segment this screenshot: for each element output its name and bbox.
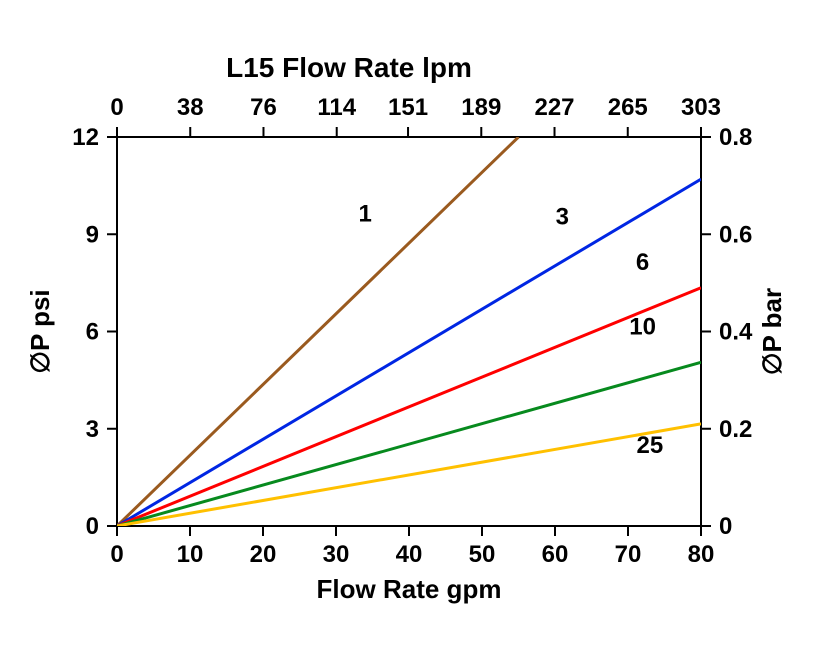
series-line-6 — [117, 288, 701, 526]
y-left-tick-label: 9 — [86, 221, 99, 248]
x-bottom-axis-title: Flow Rate gpm — [317, 574, 502, 604]
y-right-tick-label: 0 — [719, 513, 732, 540]
y-right-tick-label: 0.8 — [719, 124, 752, 151]
x-top-tick-label: 0 — [110, 94, 123, 121]
x-bottom-tick-label: 20 — [250, 541, 277, 568]
x-bottom-tick-label: 60 — [542, 541, 569, 568]
x-top-tick-label: 189 — [461, 94, 501, 121]
series-line-10 — [117, 362, 701, 526]
y-left-tick-label: 12 — [72, 124, 99, 151]
x-top-tick-label: 114 — [317, 94, 356, 121]
y-right-axis-title: ∅P bar — [757, 288, 787, 375]
pressure-drop-chart: 01020304050607080Flow Rate gpm0387611415… — [0, 0, 816, 652]
series-label-10: 10 — [629, 314, 656, 341]
x-top-tick-label: 151 — [388, 94, 428, 121]
y-right-tick-label: 0.2 — [719, 416, 752, 443]
chart-svg: 01020304050607080Flow Rate gpm0387611415… — [0, 0, 816, 652]
y-left-tick-label: 0 — [86, 513, 99, 540]
x-top-tick-label: 227 — [534, 94, 574, 121]
x-bottom-tick-label: 40 — [396, 541, 423, 568]
y-left-tick-label: 6 — [86, 319, 99, 346]
x-bottom-tick-label: 0 — [110, 541, 123, 568]
y-left-tick-label: 3 — [86, 416, 99, 443]
x-bottom-tick-label: 10 — [177, 541, 204, 568]
y-right-tick-label: 0.4 — [719, 319, 753, 346]
chart-title: L15 Flow Rate lpm — [226, 52, 472, 83]
x-top-tick-label: 76 — [250, 94, 277, 121]
series-label-25: 25 — [637, 432, 664, 459]
series-label-6: 6 — [636, 249, 649, 276]
y-left-axis-title: ∅P psi — [25, 289, 55, 373]
x-top-tick-label: 265 — [608, 94, 648, 121]
x-top-tick-label: 303 — [681, 94, 721, 121]
x-bottom-tick-label: 70 — [615, 541, 642, 568]
x-bottom-tick-label: 50 — [469, 541, 496, 568]
x-bottom-tick-label: 80 — [688, 541, 715, 568]
x-bottom-tick-label: 30 — [323, 541, 350, 568]
y-right-tick-label: 0.6 — [719, 221, 752, 248]
series-label-3: 3 — [556, 204, 569, 231]
x-top-tick-label: 38 — [177, 94, 204, 121]
plot-border — [117, 137, 701, 526]
series-label-1: 1 — [359, 200, 372, 227]
